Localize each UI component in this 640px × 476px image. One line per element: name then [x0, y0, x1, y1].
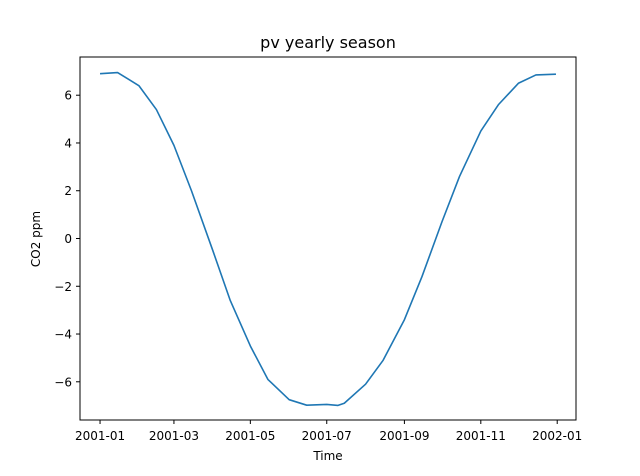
y-axis-label: CO2 ppm [29, 211, 43, 267]
y-tick-label: 4 [64, 136, 72, 150]
chart-title: pv yearly season [260, 33, 396, 52]
y-axis: 6 4 2 0 −2 −4 −6 [54, 89, 80, 389]
y-tick-label: −4 [54, 328, 72, 342]
y-tick-label: 2 [64, 184, 72, 198]
x-axis: 2001-01 2001-03 2001-05 2001-07 2001-09 2001-… [75, 420, 582, 443]
x-tick-label: 2001-05 [225, 429, 275, 443]
y-tick-label: −6 [54, 375, 72, 389]
x-tick-label: 2001-07 [302, 429, 352, 443]
x-tick-label: 2001-11 [456, 429, 506, 443]
y-tick-label: −2 [54, 280, 72, 294]
x-axis-label: Time [312, 449, 342, 463]
y-tick-label: 0 [64, 232, 72, 246]
x-tick-label: 2001-09 [379, 429, 429, 443]
plot-layer [99, 71, 556, 407]
x-tick-label: 2001-03 [149, 429, 199, 443]
x-tick-label: 2001-01 [75, 429, 125, 443]
x-tick-label: 2002-01 [532, 429, 582, 443]
series-line-0 [99, 71, 556, 407]
y-tick-label: 6 [64, 89, 72, 103]
